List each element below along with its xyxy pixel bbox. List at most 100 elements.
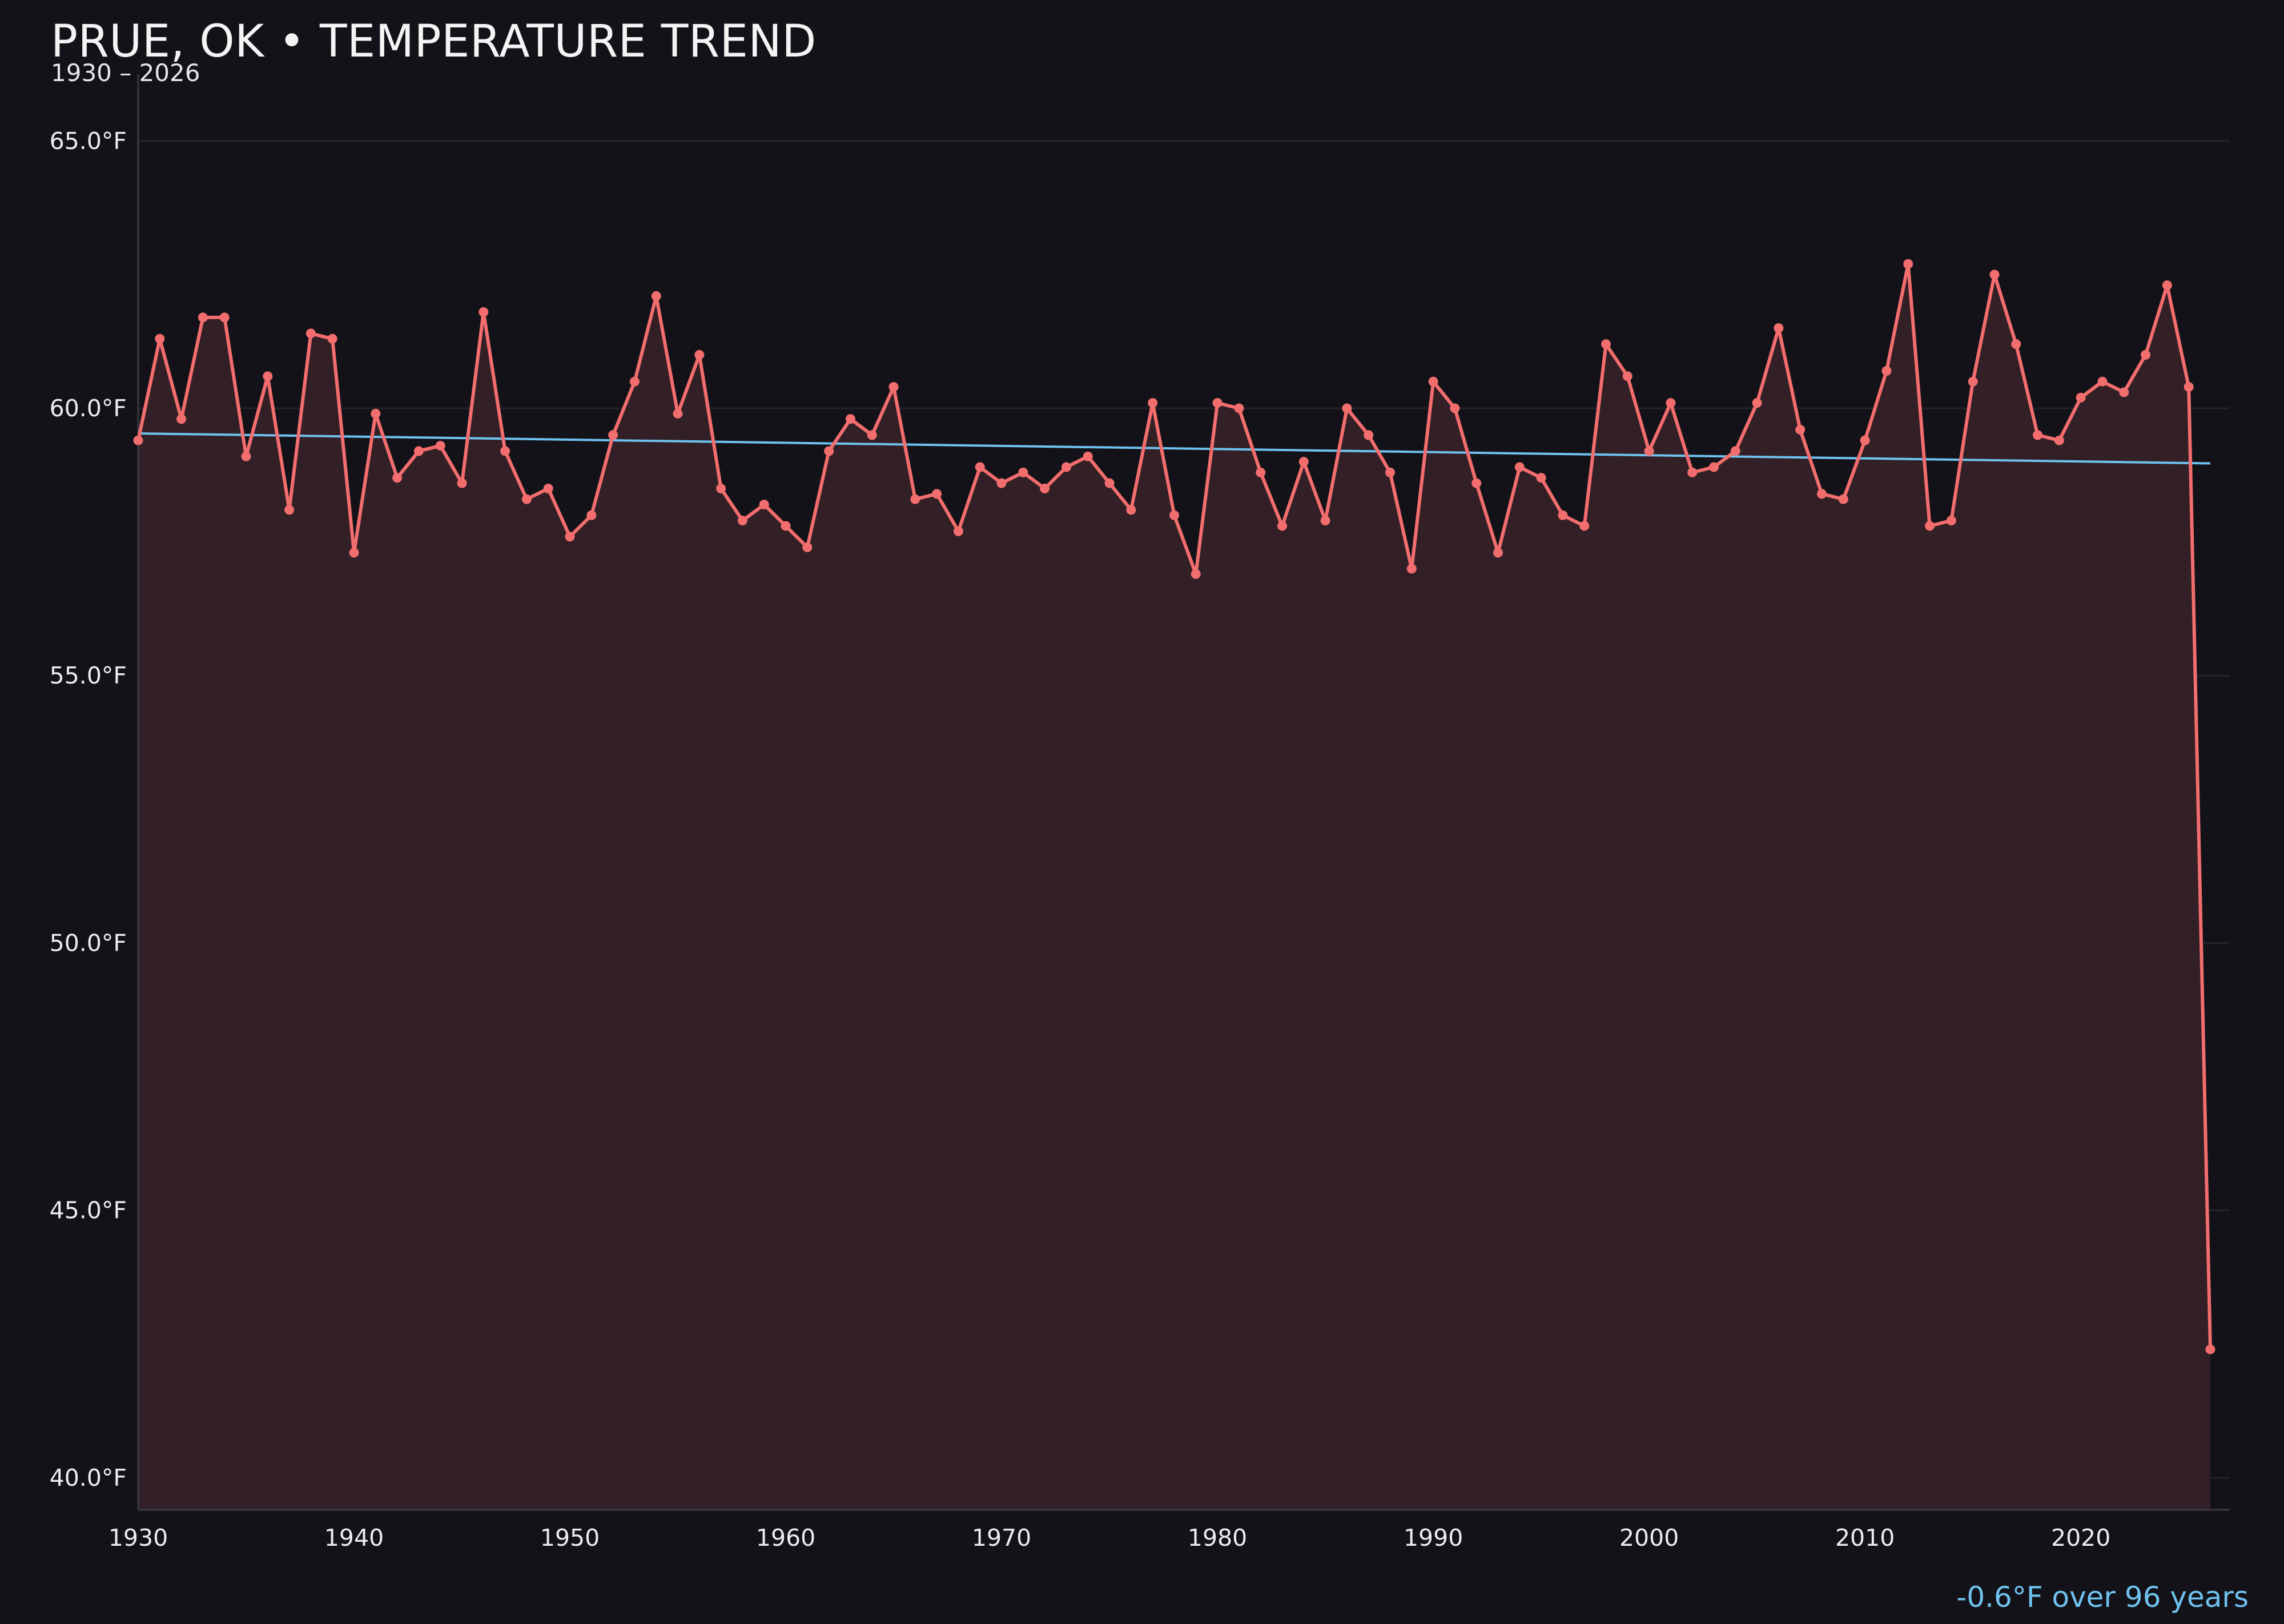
y-tick-label: 55.0°F — [50, 662, 127, 689]
data-point — [1989, 270, 2000, 280]
data-point — [1428, 376, 1438, 387]
data-point — [802, 542, 813, 552]
data-point — [1946, 516, 1956, 526]
data-point — [2054, 435, 2064, 445]
data-point — [1687, 467, 1698, 477]
data-point — [1061, 462, 1071, 472]
x-tick-label: 1930 — [108, 1524, 168, 1551]
data-point — [392, 473, 403, 483]
y-tick-label: 60.0°F — [50, 395, 127, 422]
data-point — [133, 435, 143, 445]
data-point — [1298, 457, 1309, 467]
data-point — [241, 451, 251, 461]
data-point — [349, 548, 359, 558]
trend-annotation: -0.6°F over 96 years — [1956, 1581, 2249, 1614]
data-point — [1256, 467, 1266, 477]
data-point — [284, 505, 295, 515]
data-point — [1450, 403, 1460, 413]
data-point — [263, 371, 273, 381]
data-point — [1795, 424, 1806, 435]
x-tick-label: 1990 — [1404, 1524, 1463, 1551]
data-point — [155, 333, 165, 344]
data-point — [435, 441, 445, 451]
data-point — [932, 489, 942, 499]
data-point — [1342, 403, 1352, 413]
data-point — [1558, 510, 1568, 520]
data-point — [651, 291, 661, 301]
data-point — [327, 333, 337, 344]
chart-title: PRUE, OK • TEMPERATURE TREND — [51, 16, 817, 67]
data-point — [1838, 494, 1848, 504]
data-point — [1191, 569, 1201, 579]
data-point — [1968, 376, 1978, 387]
data-point — [1514, 462, 1525, 472]
y-axis-ticks: 40.0°F 45.0°F 50.0°F 55.0°F 60.0°F 65.0°F — [50, 127, 127, 1492]
data-point — [565, 532, 575, 542]
data-point — [716, 483, 726, 493]
series-points-layer — [133, 259, 2215, 1354]
data-point — [219, 312, 230, 323]
data-point — [586, 510, 597, 520]
series-area-fill — [138, 264, 2210, 1510]
data-point — [1903, 259, 1913, 269]
data-point — [1212, 398, 1223, 408]
data-point — [1385, 467, 1396, 477]
data-point — [1018, 467, 1028, 477]
data-point — [1320, 516, 1330, 526]
data-point — [824, 446, 834, 456]
data-point — [1881, 365, 1892, 376]
x-tick-label: 1970 — [972, 1524, 1031, 1551]
data-point — [413, 446, 424, 456]
data-point — [1104, 478, 1115, 488]
x-tick-label: 1950 — [540, 1524, 600, 1551]
data-point — [2205, 1344, 2215, 1354]
data-point — [737, 516, 747, 526]
data-point — [1860, 435, 1870, 445]
data-point — [759, 500, 769, 510]
axis-layer — [137, 74, 2230, 1511]
data-point — [500, 446, 510, 456]
data-point — [975, 462, 985, 472]
data-point — [1040, 483, 1050, 493]
data-point — [2097, 376, 2108, 387]
data-point — [305, 328, 316, 339]
data-point — [888, 382, 899, 392]
data-point — [1406, 564, 1417, 574]
data-point — [543, 483, 553, 493]
data-point — [1774, 323, 1784, 333]
data-point — [1817, 489, 1827, 499]
y-tick-label: 65.0°F — [50, 127, 127, 155]
x-tick-label: 2020 — [2051, 1524, 2110, 1551]
data-point — [1752, 398, 1762, 408]
data-point — [910, 494, 920, 504]
data-point — [2184, 382, 2194, 392]
area-layer — [138, 264, 2210, 1510]
data-point — [1148, 398, 1158, 408]
x-tick-label: 1940 — [324, 1524, 384, 1551]
data-point — [781, 521, 791, 531]
data-point — [996, 478, 1007, 488]
data-point — [1925, 521, 1935, 531]
data-point — [1364, 430, 1374, 440]
data-point — [2141, 349, 2151, 360]
x-tick-label: 1980 — [1188, 1524, 1247, 1551]
data-point — [1126, 505, 1136, 515]
data-point — [1083, 451, 1093, 461]
data-point — [1644, 446, 1654, 456]
data-point — [1169, 510, 1179, 520]
y-tick-label: 50.0°F — [50, 929, 127, 956]
data-point — [1579, 521, 1590, 531]
data-point — [1730, 446, 1740, 456]
data-point — [867, 430, 877, 440]
trend-line — [138, 432, 2211, 465]
y-tick-label: 40.0°F — [50, 1464, 127, 1492]
data-point — [1493, 548, 1503, 558]
data-point — [629, 376, 640, 387]
x-tick-label: 2000 — [1619, 1524, 1679, 1551]
data-point — [2076, 392, 2086, 403]
data-point — [176, 414, 187, 424]
data-point — [673, 408, 683, 419]
x-tick-label: 1960 — [756, 1524, 815, 1551]
x-axis-ticks: 1930 1940 1950 1960 1970 1980 1990 2000 2010 2020 — [108, 1524, 2111, 1551]
